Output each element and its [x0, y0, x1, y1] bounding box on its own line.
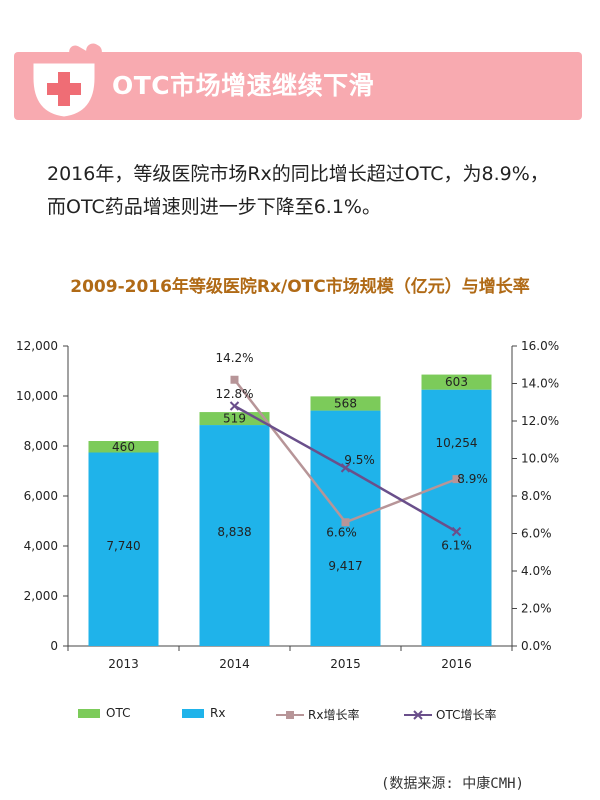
right-axis-tick-label: 8.0%: [521, 489, 552, 503]
rx-bar: [88, 452, 159, 646]
legend-swatch-rx: [182, 708, 204, 718]
legend-item-otc-growth: OTC增长率: [404, 706, 496, 723]
legend-label-otc: OTC: [106, 706, 131, 720]
rx-growth-label: 8.9%: [457, 472, 488, 486]
legend-label-rx: Rx: [210, 706, 226, 720]
x-axis-tick-label: 2016: [441, 657, 472, 671]
x-axis-tick-label: 2013: [108, 657, 139, 671]
rx-growth-point: [452, 475, 461, 484]
left-axis-tick-label: 6,000: [24, 489, 58, 503]
legend-swatch-otc-growth: [404, 709, 432, 720]
rx-growth-label: 14.2%: [215, 351, 253, 365]
left-axis-tick-label: 2,000: [24, 589, 58, 603]
x-axis-tick-label: 2015: [330, 657, 361, 671]
right-axis-tick-label: 6.0%: [521, 527, 552, 541]
otc-bar-label: 519: [223, 412, 246, 426]
left-axis-tick-label: 0: [50, 639, 58, 653]
otc-growth-label: 12.8%: [215, 387, 253, 401]
title-banner: [14, 52, 582, 120]
otc-bar-label: 460: [112, 440, 135, 454]
rx-bar-label: 10,254: [436, 436, 478, 450]
right-axis-tick-label: 2.0%: [521, 602, 552, 616]
left-axis-tick-label: 12,000: [16, 339, 58, 353]
legend-item-rx: Rx: [182, 706, 225, 720]
chart-title: 2009-2016年等级医院Rx/OTC市场规模（亿元）与增长率: [70, 277, 530, 297]
right-axis-tick-label: 16.0%: [521, 339, 559, 353]
rx-growth-point: [230, 375, 239, 384]
otc-growth-point: [451, 526, 462, 537]
rx-growth-label: 6.6%: [326, 525, 357, 539]
x-axis-tick-label: 2014: [219, 657, 250, 671]
left-axis-tick-label: 10,000: [16, 389, 58, 403]
banner-title: OTC市场增速继续下滑: [112, 71, 375, 100]
bar-line-chart: 0 2,000 4,000 6,000 8,000 10,000 12,000 0.0% 2.0…: [16, 339, 559, 671]
rx-bar-label: 7,740: [106, 539, 140, 553]
rx-growth-point: [341, 518, 350, 527]
otc-bar: [421, 374, 492, 390]
otc-growth-point: [340, 463, 351, 473]
otc-growth-point: [229, 401, 240, 411]
right-axis-tick-label: 10.0%: [521, 452, 559, 466]
intro-paragraph: 2016年，等级医院市场Rx的同比增长超过OTC，为8.9%，而OTC药品增速则…: [47, 163, 549, 218]
chart-legend: OTC Rx Rx增长率 OTC增长率: [0, 706, 600, 728]
otc-growth-label: 6.1%: [441, 539, 472, 553]
right-axis-tick-label: 0.0%: [521, 639, 552, 653]
left-axis-tick-label: 4,000: [24, 539, 58, 553]
otc-bar-label: 568: [334, 396, 357, 410]
right-axis-tick-label: 4.0%: [521, 564, 552, 578]
pharmacy-mortar-icon: [30, 43, 102, 120]
otc-growth-label: 9.5%: [344, 453, 375, 467]
rx-bar: [199, 425, 270, 646]
rx-bar: [310, 410, 381, 646]
data-source-note: (数据来源: 中康CMH): [380, 776, 524, 792]
legend-label-rx-growth: Rx增长率: [308, 708, 360, 722]
right-axis-tick-label: 14.0%: [521, 377, 559, 391]
legend-item-otc: OTC: [78, 706, 130, 720]
rx-bar-label: 8,838: [217, 525, 251, 539]
otc-bar: [88, 441, 159, 453]
rx-bar-label: 9,417: [328, 559, 362, 573]
legend-item-rx-growth: Rx增长率: [276, 706, 359, 723]
legend-swatch-otc: [78, 708, 100, 718]
legend-swatch-rx-growth: [276, 710, 304, 719]
otc-bar-label: 603: [445, 375, 468, 389]
legend-label-otc-growth: OTC增长率: [436, 708, 497, 722]
right-axis-tick-label: 12.0%: [521, 414, 559, 428]
otc-bar: [310, 396, 381, 411]
left-axis-tick-label: 8,000: [24, 439, 58, 453]
